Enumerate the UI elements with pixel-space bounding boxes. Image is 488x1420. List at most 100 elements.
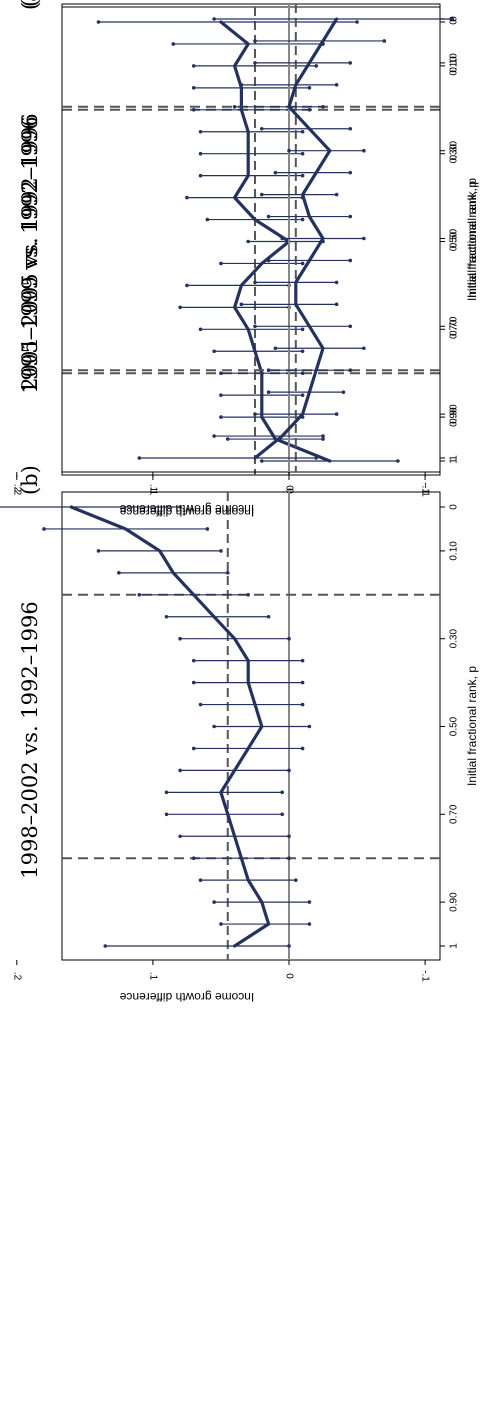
ci-lower-point xyxy=(287,768,291,773)
ci-lower-point xyxy=(246,593,250,597)
ci-upper-point xyxy=(185,283,189,288)
y-tick-label: -.1 xyxy=(420,482,431,494)
ci-lower-point xyxy=(287,636,291,641)
ci-lower-point xyxy=(341,390,346,394)
ci-lower-point xyxy=(287,856,291,860)
y-axis-label: Income growth difference xyxy=(119,502,254,516)
ci-upper-point xyxy=(273,346,278,351)
ci-upper-point xyxy=(205,217,210,222)
panel-title: 1995–1999 vs. 1992–1996 xyxy=(18,116,42,393)
ci-lower-point xyxy=(321,434,325,438)
ci-upper-point xyxy=(232,105,237,109)
ci-lower-point xyxy=(321,105,325,109)
ci-lower-point xyxy=(300,349,305,354)
ci-upper-point xyxy=(178,834,182,839)
ci-lower-point xyxy=(307,900,312,904)
ci-upper-point xyxy=(96,20,101,24)
x-tick-label: 1 xyxy=(449,458,460,464)
x-tick-label: 0.90 xyxy=(449,892,460,912)
x-tick-label: 1 xyxy=(449,455,460,461)
ci-upper-point xyxy=(246,239,250,244)
panel-a: -.2-.10.1.2.300.100.300.500.700.901Initi… xyxy=(11,0,479,519)
ci-upper-point xyxy=(198,878,203,882)
panel-label: (b) xyxy=(18,465,42,495)
x-tick-label: 0.70 xyxy=(449,319,460,339)
ci-upper-point xyxy=(103,944,108,948)
ci-lower-point xyxy=(300,129,305,134)
ci-upper-point xyxy=(266,390,271,394)
ci-upper-point xyxy=(198,151,203,156)
ci-upper-point xyxy=(164,614,169,619)
ci-upper-point xyxy=(185,195,189,200)
ci-upper-point xyxy=(198,173,203,178)
ci-upper-point xyxy=(191,856,196,860)
y-tick-label: 0 xyxy=(284,485,295,491)
ci-lower-point xyxy=(300,173,305,178)
x-tick-label: 0.10 xyxy=(449,56,460,76)
y-tick-label: 0 xyxy=(284,488,295,494)
ci-upper-point xyxy=(266,214,271,219)
ci-lower-point xyxy=(300,151,305,156)
x-tick-label: 1 xyxy=(449,943,460,949)
ci-lower-point xyxy=(205,527,210,531)
ci-lower-point xyxy=(300,393,305,397)
ci-lower-point xyxy=(300,371,305,376)
panel-label: (c) xyxy=(18,0,42,7)
x-tick-label: 0.90 xyxy=(449,404,460,424)
x-tick-label: 0.90 xyxy=(449,407,460,427)
ci-upper-point xyxy=(164,812,169,817)
series-line xyxy=(253,17,339,460)
y-tick-label: .1 xyxy=(147,484,158,493)
ci-lower-point xyxy=(314,64,319,68)
y-axis-label: Income growth difference xyxy=(119,990,254,1004)
ci-lower-point xyxy=(334,302,339,307)
x-axis-label: Initial fractional rank, p xyxy=(465,181,479,301)
x-axis-label: Initial fractional rank, p xyxy=(465,666,479,786)
x-tick-label: 0.70 xyxy=(449,316,460,336)
panel-title: 1998–2002 vs. 1992–1996 xyxy=(18,601,42,878)
ci-lower-point xyxy=(300,746,305,751)
panel-b: -.2-.10.1.2.300.100.300.500.700.901Initi… xyxy=(0,465,479,1004)
panel-label: (a) xyxy=(18,0,42,10)
ci-upper-point xyxy=(178,636,182,641)
ci-upper-point xyxy=(225,437,230,441)
y-tick-label: -.1 xyxy=(420,970,431,982)
ci-lower-point xyxy=(321,437,325,441)
ci-upper-point xyxy=(198,702,203,707)
panel-c: -.2-.10.1.2.300.100.300.500.700.901Initi… xyxy=(11,0,479,516)
y-tick-label: 0 xyxy=(284,973,295,979)
ci-upper-point xyxy=(191,680,196,685)
x-tick-label: 0.30 xyxy=(449,144,460,164)
ci-lower-point xyxy=(307,86,312,90)
ci-upper-point xyxy=(219,371,223,376)
ci-upper-point xyxy=(191,86,196,90)
ci-upper-point xyxy=(219,261,223,266)
ci-upper-point xyxy=(137,593,142,597)
ci-lower-point xyxy=(348,214,353,219)
ci-lower-point xyxy=(382,39,387,43)
ci-lower-point xyxy=(307,922,312,926)
plot-frame xyxy=(61,3,441,473)
x-tick-label: 0.50 xyxy=(449,231,460,251)
ci-upper-point xyxy=(42,527,46,531)
x-axis-label: Initial fractional rank, p xyxy=(465,178,479,298)
ci-lower-point xyxy=(300,658,305,663)
ci-lower-point xyxy=(300,261,305,266)
ci-upper-point xyxy=(212,17,216,21)
ci-lower-point xyxy=(300,327,305,332)
ci-upper-point xyxy=(253,39,257,43)
y-tick-label: -.1 xyxy=(420,485,431,497)
ci-lower-point xyxy=(334,412,339,416)
x-tick-label: 0.30 xyxy=(449,141,460,161)
ci-upper-point xyxy=(287,148,291,153)
ci-upper-point xyxy=(171,42,176,46)
ci-upper-point xyxy=(117,571,121,575)
y-tick-label: .1 xyxy=(147,487,158,496)
ci-lower-point xyxy=(266,614,271,619)
ci-lower-point xyxy=(314,456,319,460)
series-line xyxy=(69,505,271,948)
y-tick-label: .2 xyxy=(11,487,22,496)
ci-lower-point xyxy=(280,790,284,795)
ci-lower-point xyxy=(348,170,353,175)
